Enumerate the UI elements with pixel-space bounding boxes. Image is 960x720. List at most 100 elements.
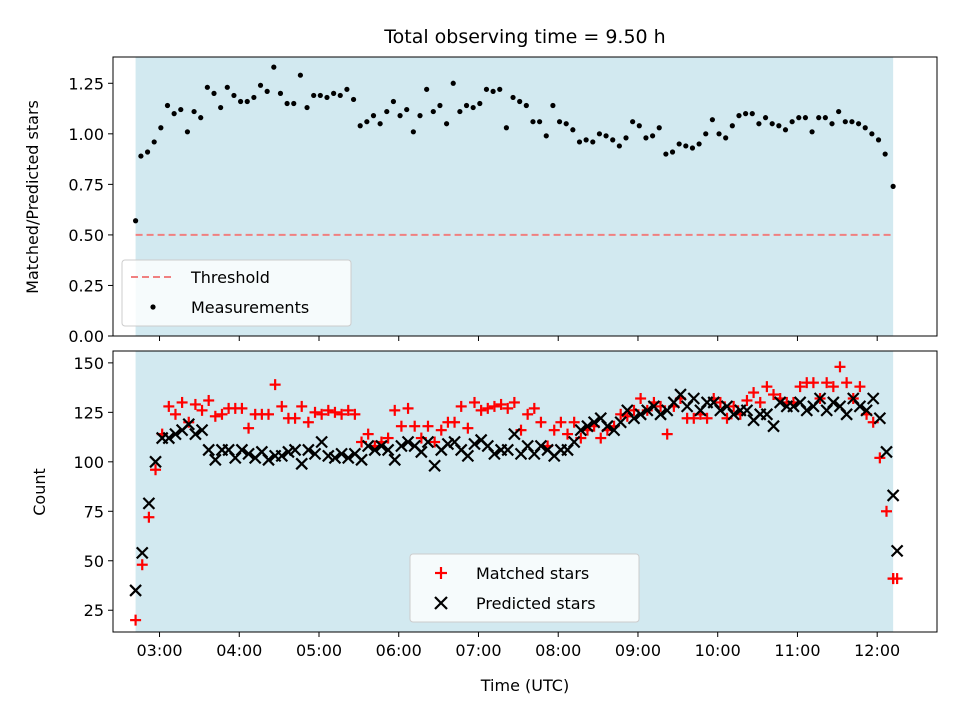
predicted-star-marker [302, 443, 315, 457]
matched-star-marker [262, 408, 274, 420]
matched-star-marker [382, 432, 394, 444]
predicted-star-marker [428, 459, 441, 473]
matched-star-marker [874, 452, 886, 464]
matched-star-marker [468, 396, 480, 408]
matched-star-marker [535, 416, 547, 428]
measurement-point [237, 98, 244, 105]
matched-star-marker [422, 420, 434, 432]
predicted-star-marker [135, 546, 149, 560]
matched-star-marker [342, 404, 354, 416]
predicted-star-marker [375, 439, 388, 453]
bottom-y-tick-label: 50 [84, 552, 104, 571]
predicted-star-marker [866, 392, 880, 405]
top-y-tick-label: 0.25 [68, 276, 104, 295]
measurement-point [583, 137, 589, 143]
matched-star-marker [183, 416, 195, 428]
predicted-star-marker [840, 408, 853, 421]
measurement-point [410, 129, 416, 135]
predicted-star-marker [415, 445, 428, 459]
measurement-point [457, 108, 463, 115]
bottom-y-tick-label: 150 [73, 354, 104, 373]
matched-star-marker [821, 377, 833, 389]
measurement-point [656, 125, 662, 131]
x-tick-label: 04:00 [216, 641, 262, 660]
predicted-star-marker [335, 447, 348, 461]
matched-star-marker [701, 412, 713, 424]
x-tick-label: 08:00 [535, 641, 581, 660]
matched-star-marker [754, 396, 766, 408]
x-tick-label: 06:00 [376, 641, 422, 660]
measurement-point [836, 108, 842, 115]
predicted-star-marker [129, 584, 142, 597]
matched-star-marker [522, 408, 534, 420]
predicted-star-marker [581, 419, 594, 433]
measurement-point [311, 92, 317, 99]
matched-star-marker [768, 389, 780, 401]
measurement-point [596, 131, 603, 137]
measurement-point [669, 149, 676, 155]
measurement-point [696, 141, 702, 147]
predicted-star-marker [361, 439, 375, 453]
measurement-point [890, 183, 896, 189]
measurement-point [796, 115, 802, 121]
predicted-star-marker [328, 451, 342, 465]
matched-star-marker [482, 402, 494, 414]
predicted-star-marker [534, 439, 548, 453]
predicted-star-marker [262, 453, 275, 467]
matched-star-marker [136, 559, 148, 571]
measurement-point [636, 123, 642, 129]
matched-star-marker [854, 381, 866, 393]
matched-star-marker [595, 432, 607, 444]
measurement-point [437, 102, 443, 109]
measurement-point [842, 119, 848, 125]
matched-star-marker [688, 412, 700, 424]
measurements-legend-swatch [150, 304, 156, 310]
matched-star-marker [276, 400, 288, 412]
measurement-point [211, 90, 217, 96]
matched-star-marker [409, 420, 421, 432]
matched-star-marker [455, 400, 467, 412]
measurement-point [676, 141, 682, 147]
predicted-star-marker [760, 408, 774, 421]
predicted-star-marker [395, 439, 408, 453]
x-tick-label: 09:00 [615, 641, 661, 660]
measurement-point [762, 115, 769, 121]
measurement-point [284, 100, 290, 107]
predicted-star-marker [574, 423, 588, 437]
matched-star-marker [236, 402, 248, 414]
predicted-star-marker [209, 453, 222, 467]
matched-star-marker [329, 406, 341, 418]
predicted-star-marker [787, 400, 800, 413]
top-legend: Threshold Measurements [121, 259, 352, 327]
predicted-star-marker [800, 404, 814, 417]
measurement-point [271, 64, 277, 70]
measurement-point [802, 115, 809, 121]
predicted-star-marker [827, 396, 840, 409]
bottom-y-tick-label: 75 [84, 502, 104, 521]
predicted-star-marker [627, 412, 641, 425]
matched-star-marker [562, 428, 574, 440]
x-axis-label: Time (UTC) [480, 676, 569, 695]
matched-star-marker [296, 400, 308, 412]
predicted-star-marker [488, 447, 501, 461]
matched-star-marker [495, 398, 507, 410]
matched-star-marker [349, 408, 361, 420]
measurement-point [517, 98, 523, 105]
measurement-point [756, 121, 762, 127]
measurement-point [198, 115, 204, 121]
predicted-star-marker [813, 392, 827, 405]
top-plot-frame [112, 56, 938, 337]
measurement-point [590, 139, 596, 145]
matched-star-marker [189, 398, 201, 410]
matched-legend-label: Matched stars [476, 564, 589, 583]
top-y-axis-label: Matched/Predicted stars [23, 100, 42, 294]
measurement-point [683, 143, 689, 149]
measurement-point [204, 84, 210, 90]
predicted-star-marker [169, 427, 182, 441]
predicted-star-marker [853, 400, 867, 413]
matched-star-marker [289, 412, 301, 424]
matched-star-marker [488, 400, 500, 412]
x-tick-label: 07:00 [455, 641, 501, 660]
x-tick-label: 12:00 [854, 641, 900, 660]
measurement-point [855, 121, 862, 127]
